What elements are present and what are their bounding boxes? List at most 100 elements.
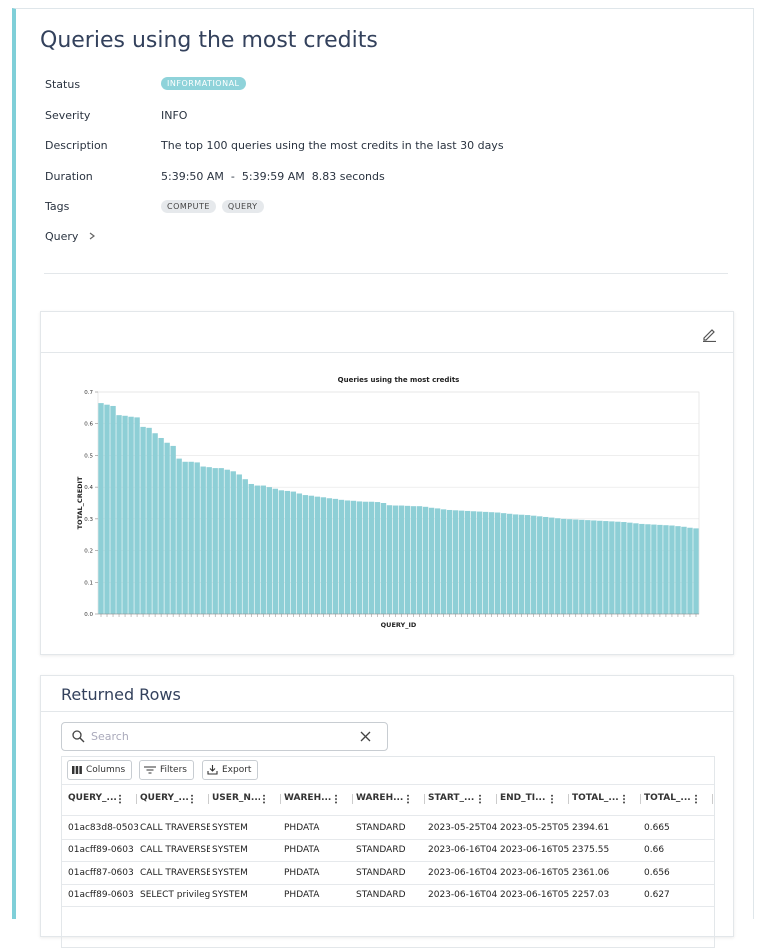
column-menu[interactable] bbox=[407, 794, 409, 804]
table-cell: PHDATA bbox=[284, 823, 320, 833]
bar bbox=[434, 508, 441, 614]
bar bbox=[272, 488, 278, 614]
bar bbox=[284, 490, 291, 614]
column-menu[interactable] bbox=[623, 794, 625, 804]
table-cell: PHDATA bbox=[284, 845, 320, 856]
bar bbox=[609, 521, 615, 614]
bar bbox=[615, 521, 621, 614]
bar bbox=[98, 403, 104, 614]
bar bbox=[224, 469, 230, 614]
table-cell: SYSTEM bbox=[212, 845, 248, 856]
bar bbox=[140, 426, 146, 614]
column-separator bbox=[568, 794, 569, 804]
chart-title: Queries using the most credits bbox=[338, 376, 460, 384]
bar bbox=[404, 505, 411, 614]
column-header[interactable]: TOTAL_... bbox=[644, 793, 691, 803]
column-menu[interactable] bbox=[695, 794, 697, 804]
column-separator bbox=[640, 794, 641, 804]
bar bbox=[200, 466, 206, 614]
bar bbox=[260, 485, 266, 614]
table-cell: STANDARD bbox=[356, 889, 406, 900]
bar bbox=[555, 518, 561, 614]
row-divider bbox=[62, 839, 714, 840]
detail-label: Description bbox=[45, 139, 108, 153]
bar bbox=[506, 513, 513, 614]
bar bbox=[290, 491, 297, 614]
y-tick-label: 0.6 bbox=[84, 422, 93, 428]
edit-icon[interactable] bbox=[701, 326, 717, 342]
table-cell: 2257.03 bbox=[572, 889, 610, 900]
column-menu[interactable] bbox=[335, 794, 337, 804]
y-tick-label: 0.7 bbox=[84, 390, 93, 396]
table-cell: 2023-06-16T04 bbox=[428, 889, 498, 900]
y-tick-label: 0.3 bbox=[84, 517, 93, 523]
column-menu[interactable] bbox=[263, 794, 265, 804]
detail-value: The top 100 queries using the most credi… bbox=[161, 139, 504, 153]
chevron-icon bbox=[89, 232, 95, 240]
y-tick-label: 0.4 bbox=[84, 485, 93, 491]
search-box[interactable]: Search bbox=[61, 722, 388, 751]
column-header[interactable]: TOTAL_... bbox=[572, 793, 619, 803]
column-header[interactable]: WAREH... bbox=[356, 793, 404, 803]
bar bbox=[188, 461, 194, 614]
bar bbox=[194, 462, 200, 614]
bar bbox=[567, 519, 573, 614]
bar bbox=[446, 509, 453, 614]
column-menu[interactable] bbox=[119, 794, 121, 804]
bar bbox=[476, 511, 483, 614]
bar bbox=[158, 437, 164, 614]
tag: QUERY bbox=[221, 200, 264, 214]
bar bbox=[500, 513, 507, 614]
bar bbox=[410, 506, 417, 614]
filters-button[interactable]: Filters bbox=[139, 760, 194, 780]
alert-panel bbox=[12, 8, 754, 919]
bar bbox=[116, 415, 122, 614]
bar bbox=[422, 506, 429, 614]
bar bbox=[332, 498, 339, 614]
bar bbox=[236, 474, 242, 614]
column-header[interactable]: END_TI... bbox=[500, 793, 546, 803]
column-header[interactable]: USER_N... bbox=[212, 793, 260, 803]
table-cell: 2023-06-16T05 bbox=[500, 845, 570, 856]
bar bbox=[302, 495, 309, 614]
detail-label: Severity bbox=[45, 108, 91, 122]
bar bbox=[380, 503, 387, 614]
divider bbox=[41, 711, 733, 712]
bar bbox=[470, 511, 477, 614]
bar bbox=[591, 520, 597, 614]
bar bbox=[633, 523, 639, 614]
table-cell: 01ac83d8-0503 bbox=[68, 823, 138, 833]
query-toggle[interactable]: Query bbox=[45, 230, 96, 243]
column-header[interactable]: WAREH... bbox=[284, 793, 332, 803]
column-header[interactable]: START_... bbox=[428, 793, 475, 803]
bar bbox=[663, 525, 669, 614]
table-cell: 01acff87-0603 bbox=[68, 867, 134, 878]
detail-label: Status bbox=[45, 78, 81, 91]
table-cell: CALL TRAVERSE bbox=[140, 845, 210, 856]
column-header[interactable]: QUERY_... bbox=[68, 793, 116, 803]
export-button[interactable]: Export bbox=[202, 760, 259, 780]
bar bbox=[152, 433, 158, 614]
bar bbox=[416, 506, 423, 614]
columns-button[interactable]: Columns bbox=[67, 760, 133, 780]
column-separator bbox=[136, 794, 137, 804]
column-menu[interactable] bbox=[191, 794, 193, 804]
detail-label: Duration bbox=[45, 169, 93, 183]
bar bbox=[452, 510, 459, 614]
detail-value: INFO bbox=[161, 108, 188, 122]
bar bbox=[669, 525, 675, 614]
bar bbox=[585, 520, 591, 614]
bar bbox=[603, 521, 609, 614]
column-separator bbox=[712, 794, 713, 804]
clear-icon[interactable] bbox=[360, 731, 371, 742]
column-menu[interactable] bbox=[479, 794, 481, 804]
bar bbox=[675, 526, 681, 614]
bar bbox=[525, 515, 531, 614]
bar bbox=[314, 496, 321, 614]
x-axis-label: QUERY_ID bbox=[381, 621, 417, 629]
column-menu[interactable] bbox=[551, 794, 553, 804]
data-grid: Columns Filters Export QUERY_... QUERY_..… bbox=[61, 756, 715, 948]
table-cell: 2023-06-16T05 bbox=[500, 889, 570, 900]
bar bbox=[512, 514, 519, 614]
column-header[interactable]: QUERY_... bbox=[140, 793, 188, 803]
